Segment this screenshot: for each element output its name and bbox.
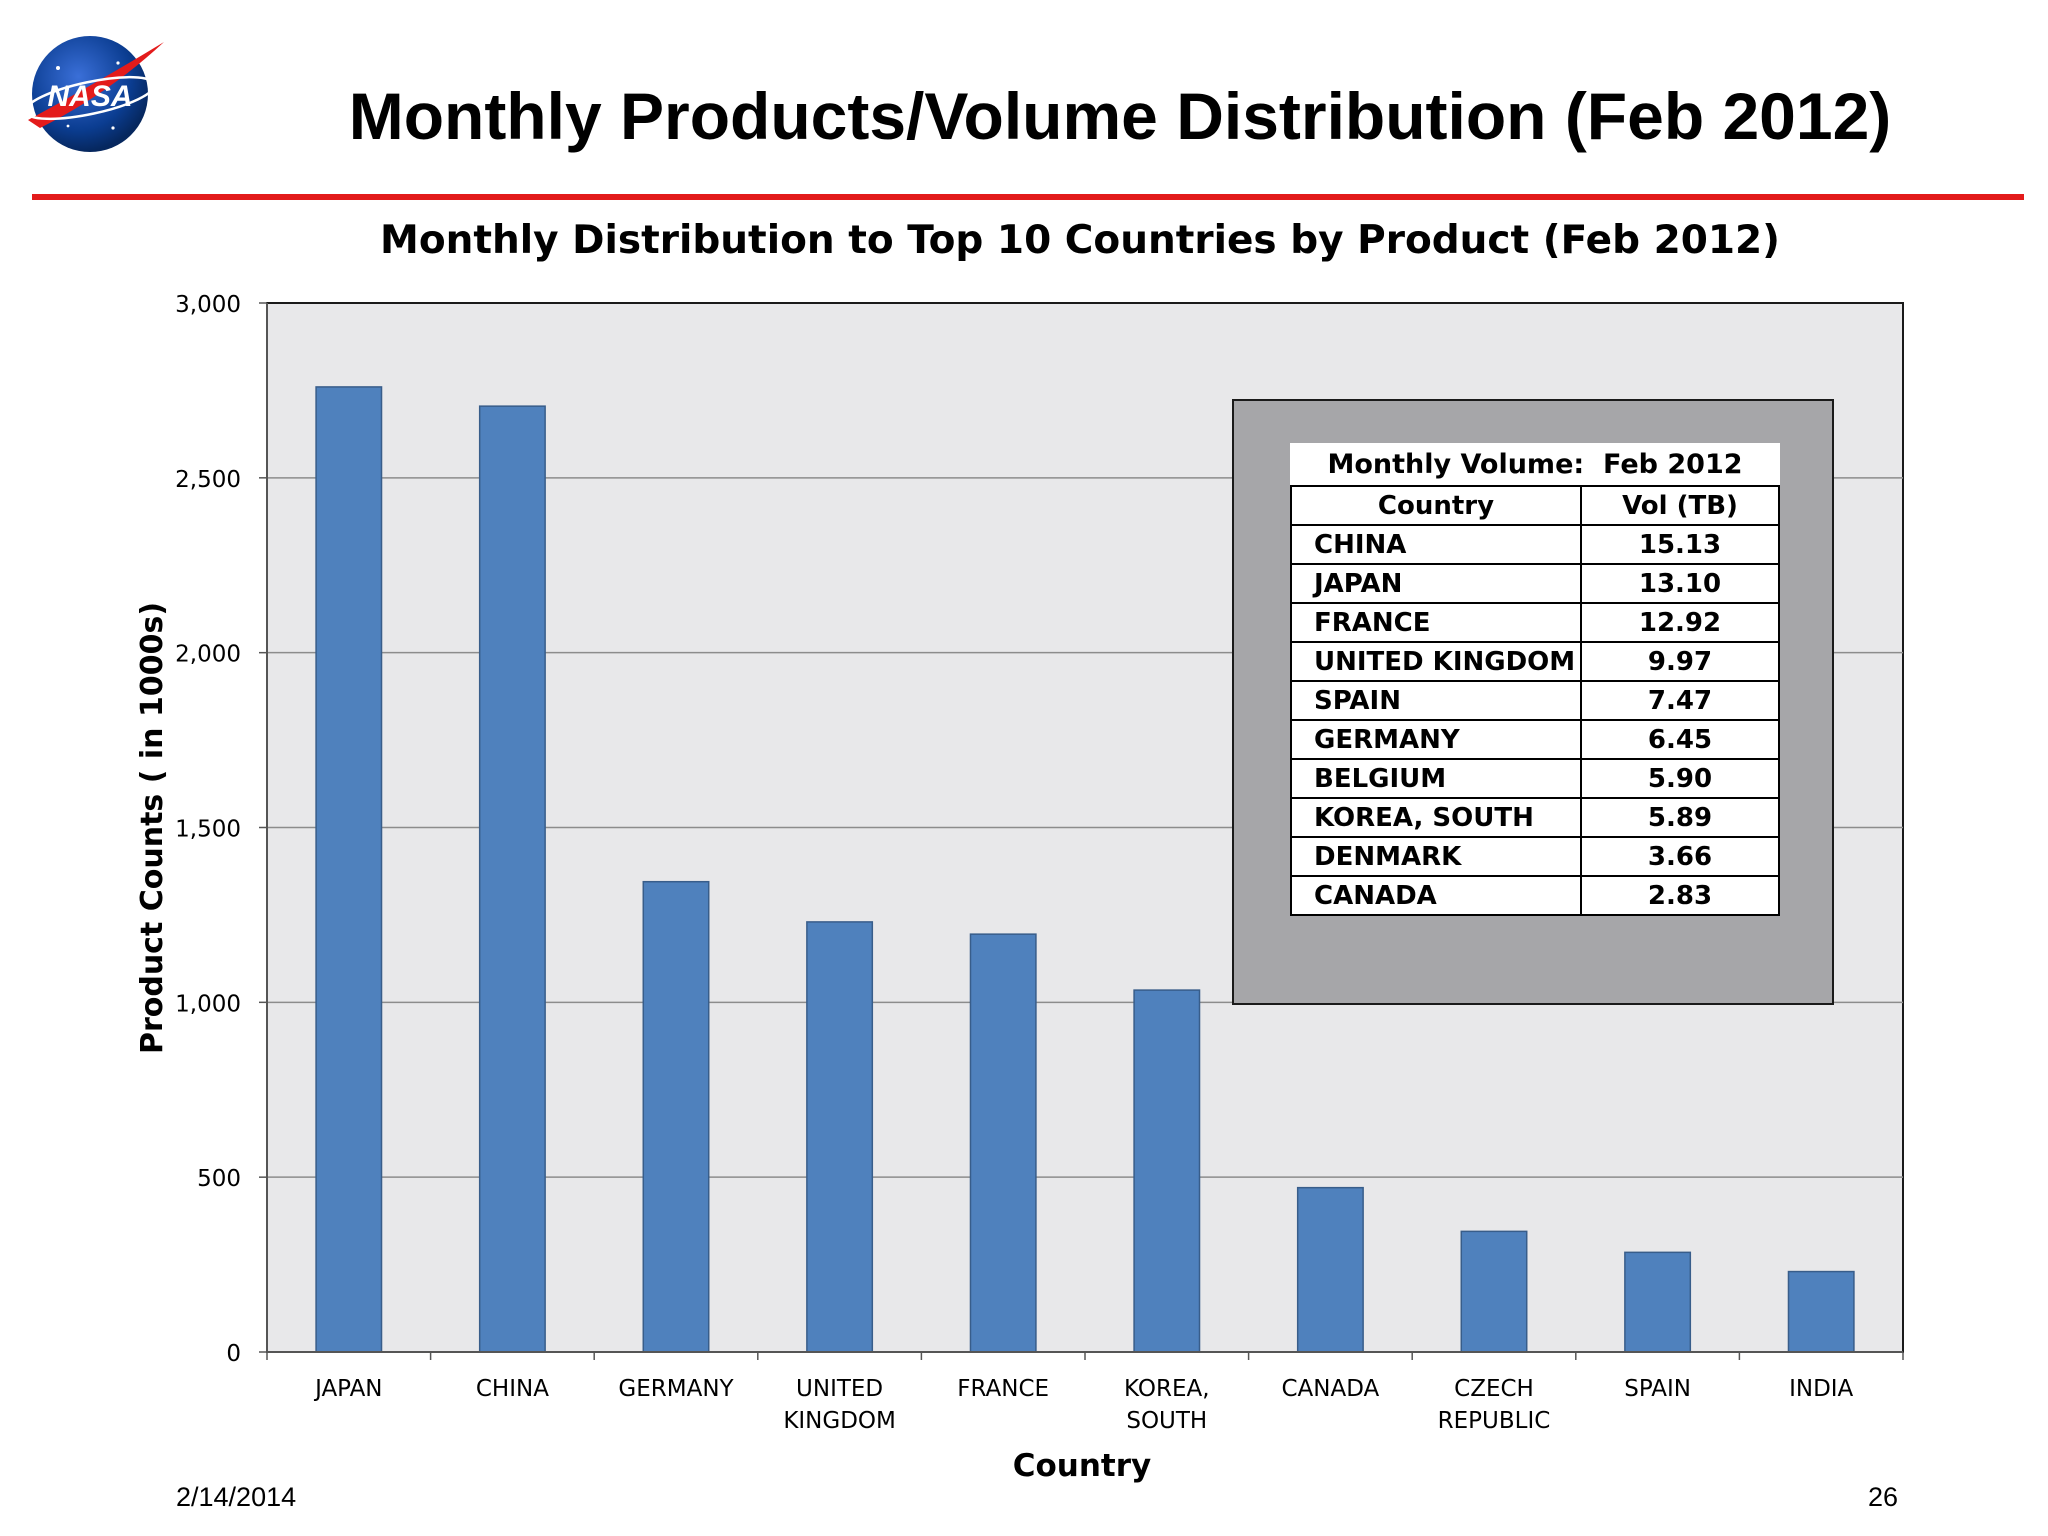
x-ticks: JAPAN CHINA GERMANY UNITED KINGDOM FRANCE KORE… [266,1352,1904,1434]
chart-title: Monthly Distribution to Top 10 Countries… [380,218,1780,263]
table-cell-country: CHINA [1290,524,1582,565]
table-cell-country: CANADA [1290,875,1582,916]
y-tick-label: 2,500 [175,467,241,493]
y-tick-label: 1,000 [175,991,241,1017]
table-cell-volume: 5.89 [1580,797,1780,838]
slide-page-number: 26 [1867,1482,1898,1512]
table-row: CANADA 2.83 [1290,875,1780,916]
table-cell-volume: 9.97 [1580,641,1780,682]
bar [806,921,874,1353]
table-row: SPAIN 7.47 [1290,680,1780,721]
nasa-logo: NASA [24,36,164,152]
table-row: CHINA 15.13 [1290,524,1780,565]
table-cell-country: FRANCE [1290,602,1582,643]
y-tick-label: 2,000 [175,642,241,668]
table-header-row: Country Vol (TB) [1290,485,1780,526]
table-cell-volume: 3.66 [1580,836,1780,877]
x-tick-label: SOUTH [1126,1408,1207,1434]
volume-table-title: Monthly Volume: Feb 2012 [1327,449,1743,480]
y-tick-label: 1,500 [175,817,241,843]
bar [1133,989,1201,1353]
x-tick-label: CZECH [1454,1376,1534,1402]
y-tick-label: 3,000 [175,292,241,318]
table-cell-volume: 12.92 [1580,602,1780,643]
bar [1460,1230,1528,1353]
table-cell-volume: 7.47 [1580,680,1780,721]
table-row: UNITED KINGDOM 9.97 [1290,641,1780,682]
table-cell-volume: 15.13 [1580,524,1780,565]
y-ticks: 0 500 1,000 1,500 2,000 2,500 3,000 [175,292,267,1367]
volume-table: Country Vol (TB) CHINA 15.13 JAPAN 13.10 FRA… [1290,485,1780,916]
table-row: FRANCE 12.92 [1290,602,1780,643]
bar [1624,1251,1692,1353]
table-row: GERMANY 6.45 [1290,719,1780,760]
x-tick-label: UNITED [796,1376,883,1402]
bars [315,386,1855,1353]
slide-title: Monthly Products/Volume Distribution (Fe… [348,79,1892,153]
volume-table-panel: Monthly Volume: Feb 2012 Country Vol (TB… [1290,443,1780,916]
table-row: BELGIUM 5.90 [1290,758,1780,799]
table-cell-country: DENMARK [1290,836,1582,877]
table-cell-country: KOREA, SOUTH [1290,797,1582,838]
slide-date: 2/14/2014 [176,1482,297,1512]
bar [1787,1270,1855,1353]
header-volume: Vol (TB) [1580,485,1780,526]
bar [969,933,1037,1353]
table-cell-country: JAPAN [1290,563,1582,604]
x-tick-label: FRANCE [957,1376,1049,1402]
x-tick-label: SPAIN [1624,1376,1691,1402]
y-tick-label: 0 [226,1341,241,1367]
bar [642,880,710,1353]
title-divider [32,194,2024,200]
header-country: Country [1290,485,1582,526]
x-tick-label: GERMANY [618,1376,734,1402]
bar [478,405,546,1353]
table-cell-country: UNITED KINGDOM [1290,641,1582,682]
x-tick-label: INDIA [1789,1376,1853,1402]
table-cell-volume: 5.90 [1580,758,1780,799]
x-tick-label: REPUBLIC [1438,1408,1551,1434]
table-row: KOREA, SOUTH 5.89 [1290,797,1780,838]
table-row: DENMARK 3.66 [1290,836,1780,877]
x-tick-label: CHINA [476,1376,549,1402]
y-axis-title: Product Counts ( in 1000s) [135,602,170,1054]
x-tick-label: CANADA [1282,1376,1380,1402]
table-row: JAPAN 13.10 [1290,563,1780,604]
table-cell-volume: 2.83 [1580,875,1780,916]
y-tick-label: 500 [197,1166,241,1192]
x-axis-title: Country [1013,1448,1152,1484]
table-cell-country: SPAIN [1290,680,1582,721]
table-cell-volume: 13.10 [1580,563,1780,604]
table-cell-volume: 6.45 [1580,719,1780,760]
x-tick-label: KINGDOM [783,1408,896,1434]
table-cell-country: GERMANY [1290,719,1582,760]
svg-text:NASA: NASA [47,80,132,113]
volume-inset: Monthly Volume: Feb 2012 Country Vol (TB… [1232,399,1834,1005]
x-tick-label: KOREA, [1124,1376,1210,1402]
x-tick-label: JAPAN [313,1376,382,1402]
bar [1296,1186,1364,1353]
table-cell-country: BELGIUM [1290,758,1582,799]
bar [315,386,383,1353]
